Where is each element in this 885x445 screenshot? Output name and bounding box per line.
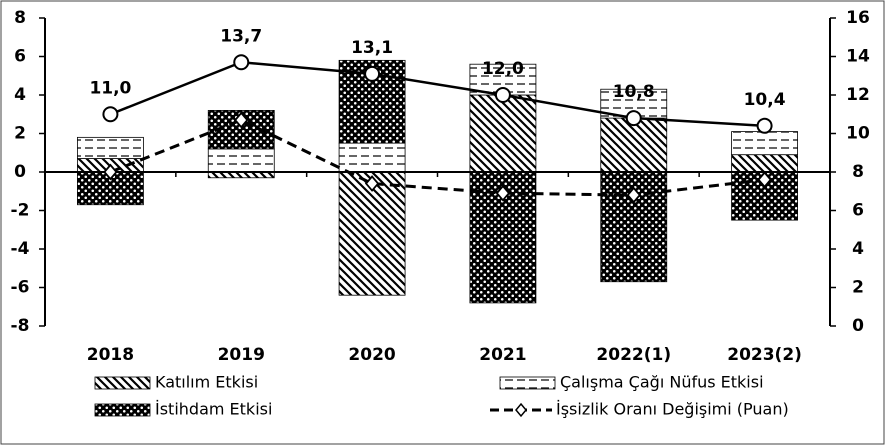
x-tick-label: 2020 [348, 345, 395, 365]
y2-tick-label: 2 [852, 278, 864, 298]
y-tick-label: -6 [11, 278, 30, 298]
y-tick-label: 6 [14, 47, 26, 67]
y-tick-label: 2 [14, 124, 26, 144]
y2-tick-label: 0 [852, 316, 864, 336]
data-label: 11,0 [89, 78, 131, 98]
data-label: 12,0 [482, 59, 524, 79]
point [625, 110, 642, 127]
legend-marker [515, 402, 527, 418]
data-label: 10,4 [744, 90, 786, 110]
y2-tick-label: 14 [846, 47, 870, 67]
y2-tick-label: 4 [852, 239, 864, 259]
y-tick-label: -4 [11, 239, 30, 259]
point [364, 175, 380, 192]
bar [600, 117, 668, 173]
legend-label: Katılım Etkisi [155, 373, 258, 392]
bar [338, 142, 406, 173]
data-label: 13,1 [351, 38, 393, 58]
legend-swatch [94, 403, 151, 417]
y-tick-label: -8 [11, 316, 30, 336]
y-tick-label: 8 [14, 8, 26, 28]
y-tick-label: 0 [14, 162, 26, 182]
line [109, 61, 765, 128]
y2-tick-label: 12 [846, 85, 870, 105]
bar [731, 154, 798, 173]
point [234, 111, 249, 129]
point [494, 87, 511, 103]
x-tick-label: 2023(2) [727, 345, 802, 365]
legend-label: Çalışma Çağı Nüfus Etkisi [560, 373, 764, 392]
x-tick-label: 2019 [218, 345, 265, 365]
legend-label: İşsizlik Oranı Değişimi (Puan) [556, 400, 789, 419]
point [495, 184, 511, 202]
x-tick-label: 2018 [87, 345, 134, 365]
y2-tick-label: 8 [852, 162, 864, 182]
y-tick-label: -2 [11, 201, 30, 221]
data-label: 13,7 [220, 26, 262, 46]
point [103, 163, 118, 181]
y2-tick-label: 10 [846, 124, 870, 144]
point [233, 54, 250, 71]
point [364, 65, 381, 82]
point [757, 171, 772, 189]
legend-swatch [499, 376, 556, 390]
bar [469, 94, 537, 173]
y-tick-label: 4 [14, 85, 26, 105]
data-label: 10,8 [613, 82, 655, 102]
y2-tick-label: 6 [852, 201, 864, 221]
y2-tick-label: 16 [846, 8, 870, 28]
bar [731, 131, 798, 156]
x-tick-label: 2022(1) [596, 345, 671, 365]
legend-label: İstihdam Etkisi [155, 400, 272, 419]
bar [77, 136, 144, 159]
bar [338, 171, 406, 296]
line [109, 118, 765, 197]
point [102, 106, 119, 123]
x-tick-label: 2021 [479, 345, 526, 365]
bar [207, 148, 275, 173]
legend-swatch [94, 376, 151, 390]
point [626, 186, 641, 204]
point [756, 117, 773, 134]
